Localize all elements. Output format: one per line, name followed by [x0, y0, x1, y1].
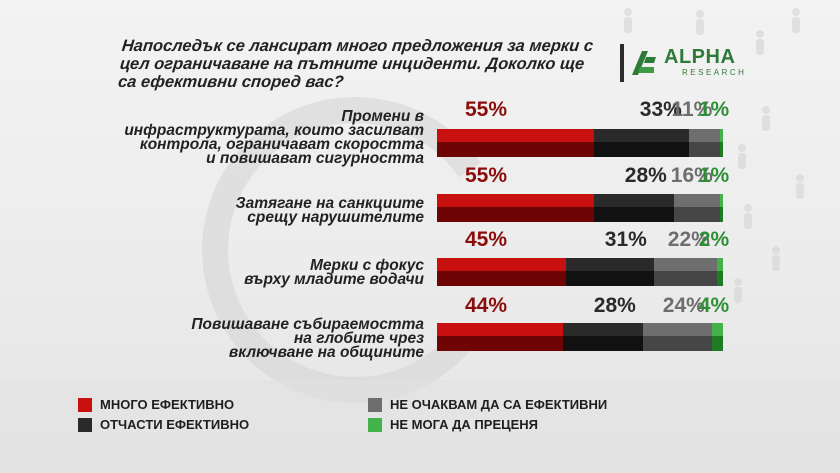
- data-label-cant-judge: 4%: [698, 294, 730, 317]
- legend-label: НЕ МОГА ДА ПРЕЦЕНЯ: [390, 417, 539, 432]
- bar-segment-partly-effective: [594, 129, 689, 157]
- stacked-bar: [437, 258, 723, 286]
- bar-segment-very-effective: [437, 258, 566, 286]
- data-label-very-effective: 44%: [465, 294, 508, 317]
- bar-segment-partly-effective: [594, 194, 674, 222]
- data-label-partly-effective: 28%: [624, 164, 667, 187]
- people-silhouettes-icon: [624, 8, 804, 303]
- bar-segment-cant-judge: [712, 323, 723, 351]
- bar-segment-not-effective: [674, 194, 720, 222]
- stacked-bar: [437, 129, 723, 157]
- category-label: Мерки с фокус върху младите водачи: [244, 257, 424, 288]
- legend-swatch-not-effective: [368, 398, 382, 412]
- bar-segment-partly-effective: [566, 258, 654, 286]
- data-label-very-effective: 55%: [465, 164, 508, 187]
- bar-segment-cant-judge: [720, 129, 723, 157]
- stacked-bar: [437, 194, 723, 222]
- data-label-not-effective: 22%: [667, 228, 710, 251]
- data-label-very-effective: 45%: [465, 228, 508, 251]
- bar-segment-very-effective: [437, 129, 594, 157]
- bar-segment-not-effective: [654, 258, 717, 286]
- bar-segment-cant-judge: [717, 258, 723, 286]
- bar-segment-very-effective: [437, 323, 563, 351]
- logo-subtitle: RESEARCH: [682, 68, 747, 77]
- bar-segment-not-effective: [643, 323, 712, 351]
- chart-title: Напоследък се лансират много предложения…: [117, 37, 595, 91]
- legend-label: МНОГО ЕФЕКТИВНО: [100, 397, 235, 412]
- logo-divider: [620, 44, 624, 82]
- data-label-partly-effective: 28%: [593, 294, 636, 317]
- logo-name: ALPHA: [664, 46, 736, 68]
- data-label-very-effective: 55%: [465, 98, 508, 121]
- alpha-logo-icon: [632, 51, 656, 75]
- data-label-partly-effective: 33%: [639, 98, 682, 121]
- legend-swatch-cant-judge: [368, 418, 382, 432]
- legend-label: ОТЧАСТИ ЕФЕКТИВНО: [100, 417, 250, 432]
- bar-segment-cant-judge: [720, 194, 723, 222]
- alpha-research-logo: ALPHA RESEARCH: [620, 44, 760, 84]
- data-label-cant-judge: 2%: [698, 228, 730, 251]
- legend-label: НЕ ОЧАКВАМ ДА СА ЕФЕКТИВНИ: [390, 397, 608, 412]
- data-label-not-effective: 24%: [662, 294, 705, 317]
- data-label-not-effective: 11%: [671, 98, 713, 121]
- bar-segment-very-effective: [437, 194, 594, 222]
- data-label-cant-judge: 1%: [698, 98, 730, 121]
- category-label: Промени в инфраструктурата, които засилв…: [124, 108, 424, 167]
- category-label: Повишаване събираемостта на глобите чрез…: [191, 316, 424, 361]
- category-label: Затягане на санкциите срещу нарушителите: [235, 195, 424, 226]
- data-label-partly-effective: 31%: [604, 228, 647, 251]
- stacked-bar: [437, 323, 723, 351]
- legend-swatch-partly-effective: [78, 418, 92, 432]
- legend-swatch-very-effective: [78, 398, 92, 412]
- bar-segment-partly-effective: [563, 323, 643, 351]
- bar-segment-not-effective: [689, 129, 720, 157]
- data-label-not-effective: 16%: [670, 164, 713, 187]
- data-label-cant-judge: 1%: [698, 164, 730, 187]
